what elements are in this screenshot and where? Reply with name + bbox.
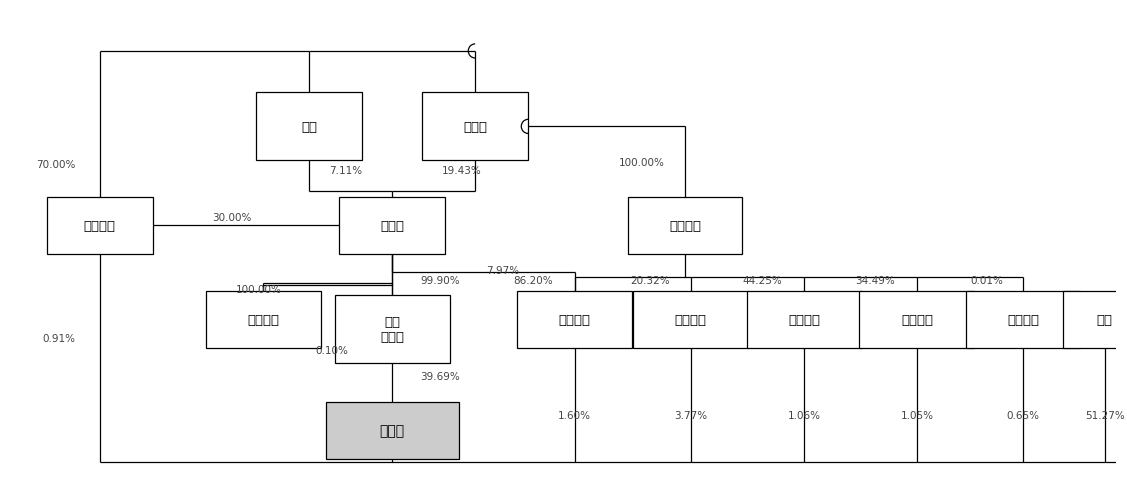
Text: 欣瑞宏睿: 欣瑞宏睿 <box>559 313 591 326</box>
Text: 0.91%: 0.91% <box>43 334 76 344</box>
Text: 欣瑞宏昌: 欣瑞宏昌 <box>1006 313 1039 326</box>
Text: 99.90%: 99.90% <box>420 275 460 285</box>
Bar <box>747 292 862 348</box>
Text: 1.06%: 1.06% <box>788 410 820 420</box>
Text: 1.05%: 1.05% <box>900 410 933 420</box>
Text: 7.11%: 7.11% <box>329 166 363 175</box>
Bar <box>46 198 152 254</box>
Bar <box>966 292 1081 348</box>
Bar <box>628 198 743 254</box>
Bar <box>257 93 363 161</box>
Text: 惠州
新能源: 惠州 新能源 <box>380 315 405 343</box>
Text: 欣动力: 欣动力 <box>380 423 405 437</box>
Text: 3.77%: 3.77% <box>674 410 707 420</box>
Text: 欣威电子: 欣威电子 <box>247 313 279 326</box>
Text: 20.32%: 20.32% <box>630 275 669 285</box>
Text: 欣瑞恒泰: 欣瑞恒泰 <box>900 313 933 326</box>
Bar <box>423 93 529 161</box>
Bar <box>860 292 975 348</box>
Bar <box>517 292 632 348</box>
Text: 王明旺: 王明旺 <box>463 120 487 133</box>
Text: 34.49%: 34.49% <box>855 275 895 285</box>
Text: 王威: 王威 <box>302 120 318 133</box>
Bar <box>326 402 459 459</box>
Text: 86.20%: 86.20% <box>513 275 552 285</box>
Bar <box>339 198 445 254</box>
Text: 19.43%: 19.43% <box>442 166 481 175</box>
Bar <box>205 292 320 348</box>
Text: 0.01%: 0.01% <box>970 275 1003 285</box>
Text: 0.65%: 0.65% <box>1006 410 1039 420</box>
Text: 70.00%: 70.00% <box>36 160 76 170</box>
Text: 1.60%: 1.60% <box>558 410 591 420</box>
Text: 0.10%: 0.10% <box>316 345 348 355</box>
Text: 100.00%: 100.00% <box>236 285 282 294</box>
Text: 前海汉龙: 前海汉龙 <box>83 219 116 232</box>
Text: 7.97%: 7.97% <box>486 265 520 276</box>
Text: 达瑞欣能: 达瑞欣能 <box>788 313 820 326</box>
Text: 100.00%: 100.00% <box>619 157 665 168</box>
Text: 欣旺达: 欣旺达 <box>380 219 405 232</box>
Text: 欣瑞宏盛: 欣瑞宏盛 <box>675 313 707 326</box>
Text: 44.25%: 44.25% <box>743 275 782 285</box>
Bar <box>335 296 450 363</box>
Text: 51.27%: 51.27% <box>1085 410 1125 420</box>
Text: 其他: 其他 <box>1097 313 1112 326</box>
Bar <box>633 292 748 348</box>
Text: 经世投资: 经世投资 <box>669 219 701 232</box>
Text: 30.00%: 30.00% <box>213 213 251 222</box>
Bar <box>1063 292 1127 348</box>
Text: 39.69%: 39.69% <box>420 372 460 382</box>
